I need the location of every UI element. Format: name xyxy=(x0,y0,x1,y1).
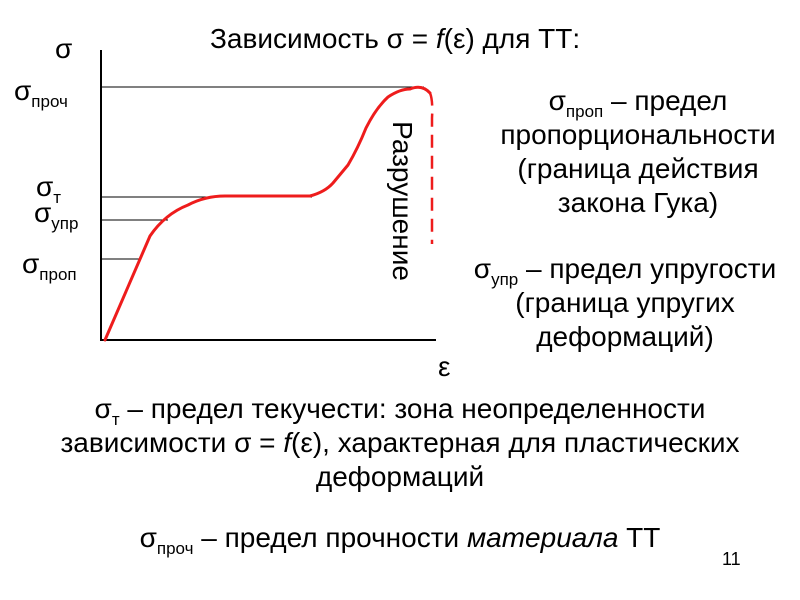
definition-t: σт – предел текучести: зона неопределенн… xyxy=(30,392,770,494)
definition-prop-line: (граница действия xyxy=(517,153,759,184)
definition-proch: σпроч – предел прочности материала ТТ xyxy=(139,522,661,558)
label-sigma-upr: σупр xyxy=(34,197,79,233)
fracture-dashed-line xyxy=(428,92,434,244)
label-sigma-prop: σпроп xyxy=(22,248,77,284)
definition-t-head: σт – предел текучести: зона неопределенн… xyxy=(94,393,706,429)
title-text: Зависимость σ = xyxy=(210,23,436,54)
definition-upr-head: σупр – предел упругости xyxy=(473,253,777,289)
label-sigma-proch: σпроч xyxy=(14,75,68,111)
slide-title: Зависимость σ = f(ε) для ТТ: xyxy=(210,22,580,56)
page-number: 11 xyxy=(722,549,741,569)
definition-prop: σпроп – предел пропорциональности (грани… xyxy=(488,84,788,220)
definition-upr-line: (граница упругих xyxy=(515,287,735,318)
definition-upr-line: деформаций) xyxy=(536,321,714,352)
definition-t-line3: деформаций xyxy=(315,461,485,492)
y-axis-label: σ xyxy=(55,33,73,64)
fracture-label: Разрушение xyxy=(387,121,418,281)
definition-t-line2: зависимости σ = f(ε), характерная для пл… xyxy=(60,427,740,458)
definition-upr: σупр – предел упругости (граница упругих… xyxy=(460,252,790,354)
x-axis-label: ε xyxy=(438,351,451,382)
stress-strain-curve xyxy=(103,85,432,342)
definition-prop-line: пропорциональности xyxy=(500,119,776,150)
title-text-end: (ε) для ТТ: xyxy=(443,23,581,54)
title-function: f xyxy=(435,23,444,54)
definition-prop-line: закона Гука) xyxy=(557,187,719,218)
definition-prop-head: σпроп – предел xyxy=(548,85,728,121)
label-sigma-t: σт xyxy=(36,171,62,207)
